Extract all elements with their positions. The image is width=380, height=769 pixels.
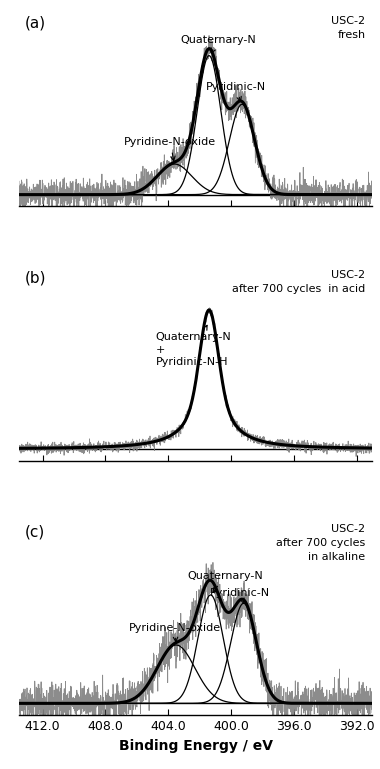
Text: (c): (c): [24, 524, 44, 539]
Text: (a): (a): [24, 15, 46, 31]
Text: USC-2
fresh: USC-2 fresh: [331, 15, 365, 40]
Text: USC-2
after 700 cycles
in alkaline: USC-2 after 700 cycles in alkaline: [276, 524, 365, 562]
Text: Pyridinic-N: Pyridinic-N: [210, 588, 270, 604]
Text: Pyridine-N-oxide: Pyridine-N-oxide: [129, 623, 221, 641]
Text: Quaternary-N: Quaternary-N: [187, 571, 263, 592]
X-axis label: Binding Energy / eV: Binding Energy / eV: [119, 738, 273, 753]
Text: USC-2
after 700 cycles  in acid: USC-2 after 700 cycles in acid: [232, 270, 365, 294]
Text: Pyridine-N-oxide: Pyridine-N-oxide: [124, 138, 216, 161]
Text: (b): (b): [24, 270, 46, 285]
Text: Pyridinic-N: Pyridinic-N: [206, 82, 266, 102]
Text: Quaternary-N: Quaternary-N: [181, 35, 256, 53]
Text: Quaternary-N
+
Pyridinic-N-H: Quaternary-N + Pyridinic-N-H: [156, 325, 231, 367]
